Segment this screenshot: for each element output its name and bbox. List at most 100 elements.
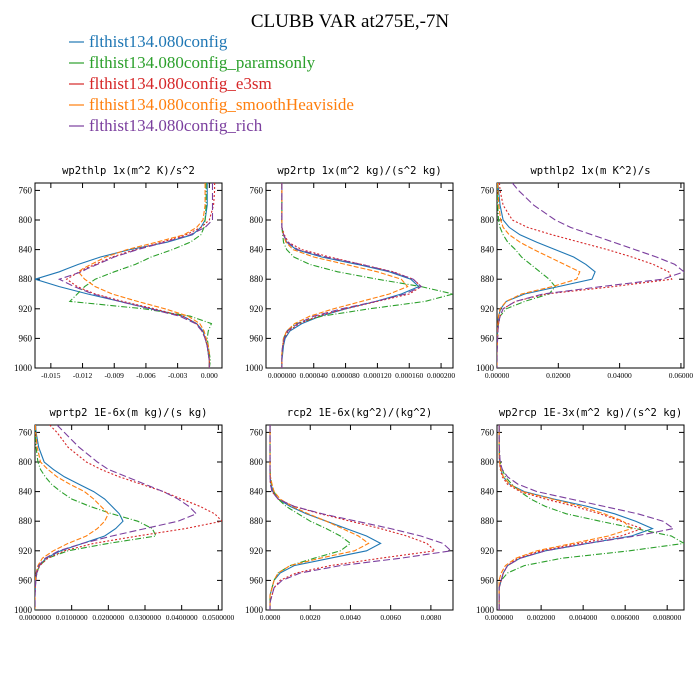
panel-frame <box>34 182 223 369</box>
y-tick-label: 800 <box>19 215 33 225</box>
x-tick-label: -0.012 <box>73 371 93 380</box>
y-tick-label: 880 <box>481 516 495 526</box>
y-tick-label: 800 <box>19 457 33 467</box>
series-line-3 <box>65 183 216 368</box>
x-tick-label: 0.0020 <box>300 613 321 622</box>
series-line-4 <box>497 183 581 368</box>
x-tick-label: 0.000040 <box>300 371 328 380</box>
y-tick-label: 800 <box>481 457 495 467</box>
legend-label-3: flthist134.080config_e3sm <box>89 74 272 93</box>
x-tick-label: 0.06000 <box>669 371 694 380</box>
x-tick-label: 0.0500000 <box>202 613 234 622</box>
panel-title: wp2rcp 1E-3x(m^2 kg)/(s^2 kg) <box>499 407 682 419</box>
panel-title: wprtp2 1E-6x(m kg)/(s kg) <box>49 407 207 419</box>
series-line-4 <box>498 425 633 610</box>
y-tick-label: 960 <box>19 575 33 585</box>
x-tick-label: -0.015 <box>41 371 61 380</box>
y-tick-label: 880 <box>19 274 33 284</box>
y-tick-label: 800 <box>250 215 264 225</box>
figure-title: CLUBB VAR at275E,-7N <box>251 11 450 32</box>
x-tick-label: 0.02000 <box>546 371 571 380</box>
y-tick-label: 760 <box>19 185 33 195</box>
y-tick-label: 840 <box>481 487 495 497</box>
panel-frame <box>265 424 454 611</box>
x-tick-label: 0.0100000 <box>56 613 88 622</box>
y-tick-label: 1000 <box>245 605 264 615</box>
y-tick-label: 1000 <box>14 363 33 373</box>
series-line-1 <box>281 183 420 368</box>
series-line-2 <box>498 425 684 610</box>
y-tick-label: 880 <box>250 516 264 526</box>
y-tick-label: 960 <box>19 333 33 343</box>
x-tick-label: 0.006000 <box>611 613 639 622</box>
series-line-4 <box>77 183 210 368</box>
y-tick-label: 840 <box>250 245 264 255</box>
x-tick-label: 0.0300000 <box>129 613 161 622</box>
x-tick-label: -0.006 <box>136 371 156 380</box>
y-tick-label: 960 <box>481 575 495 585</box>
x-tick-label: 0.0000 <box>260 613 281 622</box>
panels-grid: wp2thlp 1x(m^2 K)/s^2 760 800 840 880 920 960 1… <box>14 165 693 622</box>
y-tick-label: 840 <box>19 487 33 497</box>
series-line-5 <box>35 425 198 610</box>
legend-label-2: flthist134.080config_paramsonly <box>89 53 316 72</box>
series-line-4 <box>281 183 409 368</box>
x-tick-label: 0.000 <box>201 371 218 380</box>
series-line-1 <box>35 183 210 368</box>
x-tick-label: 0.000080 <box>332 371 360 380</box>
y-tick-label: 960 <box>250 333 264 343</box>
series-line-3 <box>35 425 222 610</box>
y-tick-label: 760 <box>19 427 33 437</box>
x-tick-label: 0.0400000 <box>166 613 198 622</box>
y-tick-label: 1000 <box>245 363 264 373</box>
x-tick-label: 0.0060 <box>380 613 401 622</box>
series-line-5 <box>269 425 453 610</box>
y-tick-label: 920 <box>250 304 264 314</box>
panel-title: rcp2 1E-6x(kg^2)/(kg^2) <box>287 407 432 419</box>
y-tick-label: 1000 <box>14 605 33 615</box>
series-line-2 <box>281 183 453 368</box>
y-tick-label: 1000 <box>476 605 495 615</box>
x-tick-label: 0.0200000 <box>92 613 124 622</box>
panel-1: wp2thlp 1x(m^2 K)/s^2 760 800 840 880 920 960 1… <box>14 165 223 380</box>
panel-title: wpthlp2 1x(m K^2)/s <box>530 165 650 177</box>
y-tick-label: 760 <box>250 427 264 437</box>
panel-4: wprtp2 1E-6x(m kg)/(s kg) 760 800 840 880 920… <box>14 407 235 622</box>
series-line-2 <box>497 183 556 368</box>
y-tick-label: 800 <box>250 457 264 467</box>
x-tick-label: 0.0080 <box>421 613 442 622</box>
y-tick-label: 840 <box>19 245 33 255</box>
y-tick-label: 960 <box>250 575 264 585</box>
y-tick-label: 840 <box>250 487 264 497</box>
x-tick-label: 0.000160 <box>395 371 423 380</box>
series-line-4 <box>35 425 109 610</box>
x-tick-label: 0.002000 <box>527 613 555 622</box>
series-line-5 <box>497 183 684 368</box>
x-tick-label: 0.004000 <box>569 613 597 622</box>
x-tick-label: 0.00000 <box>485 371 510 380</box>
x-tick-label: 0.000200 <box>427 371 455 380</box>
panel-frame <box>34 424 223 611</box>
y-tick-label: 760 <box>481 427 495 437</box>
y-tick-label: 920 <box>19 546 33 556</box>
series-line-3 <box>269 425 437 610</box>
series-line-5 <box>498 425 675 610</box>
series-line-4 <box>269 425 370 610</box>
y-tick-label: 880 <box>481 274 495 284</box>
legend-label-1: flthist134.080config <box>89 32 228 51</box>
x-tick-label: 0.0000000 <box>19 613 51 622</box>
series-line-3 <box>497 183 673 368</box>
x-tick-label: 0.000000 <box>268 371 296 380</box>
series-line-2 <box>269 425 352 610</box>
series-line-1 <box>498 425 654 610</box>
series-line-5 <box>281 183 423 368</box>
series-line-1 <box>35 425 124 610</box>
y-tick-label: 760 <box>250 185 264 195</box>
series-line-2 <box>35 425 157 610</box>
panel-2: wp2rtp 1x(m^2 kg)/(s^2 kg) 760 800 840 880 92… <box>245 165 455 380</box>
x-tick-label: -0.009 <box>105 371 125 380</box>
y-tick-label: 880 <box>19 516 33 526</box>
legend-label-5: flthist134.080config_rich <box>89 116 263 135</box>
series-line-1 <box>269 425 382 610</box>
panel-5: rcp2 1E-6x(kg^2)/(kg^2) 760 800 840 880 920 96… <box>245 407 454 622</box>
